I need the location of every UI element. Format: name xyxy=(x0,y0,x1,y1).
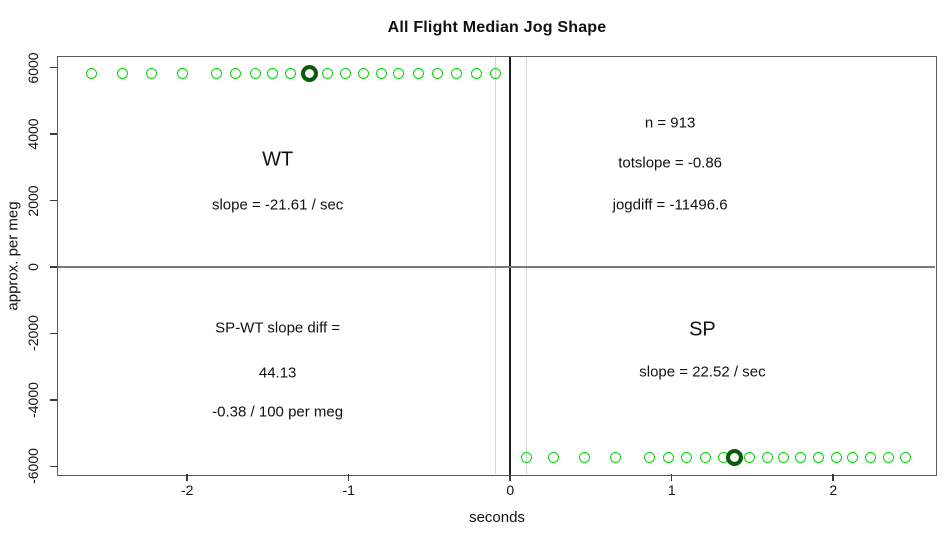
data-point-sp xyxy=(761,451,773,463)
hline-zero xyxy=(58,266,935,268)
x-tick-label: 0 xyxy=(506,482,515,498)
data-point-wt xyxy=(249,67,261,79)
y-tick-label: 2000 xyxy=(25,184,41,217)
highlight-ring-sp xyxy=(726,448,744,466)
y-tick xyxy=(50,199,57,202)
data-point-sp xyxy=(663,451,674,463)
data-point-wt xyxy=(393,67,405,79)
data-point-wt xyxy=(339,67,351,79)
data-point-sp xyxy=(643,451,655,463)
data-point-wt xyxy=(230,67,242,79)
x-tick-label: -1 xyxy=(342,482,355,498)
data-point-sp xyxy=(830,451,842,463)
data-point-sp xyxy=(700,451,712,463)
data-point-sp xyxy=(680,451,692,463)
data-point-sp xyxy=(847,451,859,463)
y-tick-label: 4000 xyxy=(25,118,41,150)
data-point-wt xyxy=(285,67,297,79)
y-tick xyxy=(50,266,57,268)
annotation-sp-slope: slope = 22.52 / sec xyxy=(639,363,766,381)
data-point-wt xyxy=(451,67,463,79)
annotation-spwt-diff-value: 44.13 xyxy=(258,364,297,382)
x-axis-label: seconds xyxy=(469,509,525,526)
data-point-sp xyxy=(795,451,807,463)
y-tick-label: -4000 xyxy=(25,381,41,418)
y-tick-label: -6000 xyxy=(25,448,41,485)
data-point-wt xyxy=(322,67,334,79)
data-point-wt xyxy=(357,67,369,79)
y-tick xyxy=(50,133,57,135)
y-tick xyxy=(50,399,57,401)
x-tick xyxy=(347,474,350,481)
y-tick xyxy=(50,465,57,468)
y-tick-label: -2000 xyxy=(25,315,41,352)
data-point-wt xyxy=(176,67,188,79)
data-point-sp xyxy=(520,451,532,463)
x-tick xyxy=(186,474,188,481)
data-point-wt xyxy=(490,67,502,79)
data-point-sp xyxy=(743,451,755,463)
annotation-spwt-diff-label: SP-WT slope diff = xyxy=(215,319,341,337)
data-point-wt xyxy=(86,67,98,79)
data-point-wt xyxy=(267,67,279,79)
highlight-ring-wt xyxy=(301,64,319,82)
data-point-wt xyxy=(210,67,222,79)
data-point-wt xyxy=(470,67,482,79)
vline-window-start xyxy=(494,57,497,474)
x-tick-label: 2 xyxy=(829,482,838,498)
annotation-n-count: n = 913 xyxy=(644,114,696,132)
y-axis-label: approx. per meg xyxy=(4,201,22,311)
annotation-spwt-diff-units: -0.38 / 100 per meg xyxy=(212,403,344,421)
x-tick xyxy=(509,474,511,481)
x-tick xyxy=(832,474,834,481)
y-tick-label: 6000 xyxy=(25,52,41,84)
annotation-wt-slope: slope = -21.61 / sec xyxy=(211,196,344,214)
data-point-wt xyxy=(146,67,158,79)
annotation-sp-label: SP xyxy=(689,318,716,341)
x-tick-label: -2 xyxy=(180,482,194,498)
data-point-wt xyxy=(375,67,387,79)
data-point-sp xyxy=(548,451,560,463)
chart-title: All Flight Median Jog Shape xyxy=(387,19,607,36)
annotation-jogdiff: jogdiff = -11496.6 xyxy=(612,196,728,214)
x-tick xyxy=(670,474,673,481)
y-tick-label: 0 xyxy=(25,263,41,271)
data-point-wt xyxy=(432,67,444,79)
data-point-sp xyxy=(609,451,621,463)
data-point-sp xyxy=(864,451,876,463)
data-point-sp xyxy=(900,451,912,463)
data-point-sp xyxy=(777,451,789,463)
y-tick xyxy=(50,332,57,335)
data-point-wt xyxy=(117,67,129,79)
vline-zero xyxy=(509,57,511,474)
vline-window-end xyxy=(525,57,528,474)
x-tick-label: 1 xyxy=(667,482,676,498)
annotation-totslope: totslope = -0.86 xyxy=(618,154,723,172)
data-point-sp xyxy=(882,451,894,463)
data-point-wt xyxy=(412,67,424,79)
annotation-wt-label: WT xyxy=(262,148,294,171)
data-point-sp xyxy=(579,451,591,463)
data-point-sp xyxy=(813,451,825,463)
y-tick xyxy=(50,66,57,69)
plot-area xyxy=(57,56,937,476)
